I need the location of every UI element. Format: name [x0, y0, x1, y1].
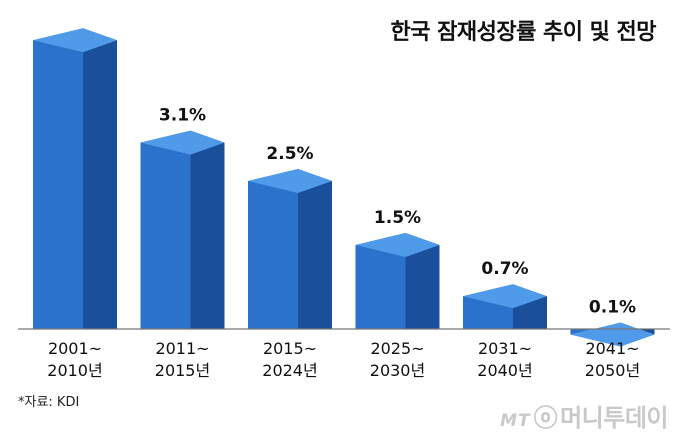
x-tick-label: 2025~: [370, 339, 424, 358]
brand-swirl-icon: ⓞ: [533, 404, 558, 432]
bar-top: [140, 130, 225, 155]
brand-mt: MT: [500, 411, 531, 431]
data-label: 0.1%: [589, 298, 636, 318]
data-label: 1.5%: [374, 208, 421, 228]
data-label: 2.5%: [266, 144, 313, 164]
chart-title: 한국 잠재성장률 추이 및 전망: [390, 20, 656, 45]
x-tick-label: 2001~: [48, 339, 102, 358]
x-tick-label: 2041~: [585, 339, 639, 358]
bar-side: [405, 233, 440, 329]
x-tick-label: 2024년: [262, 361, 317, 380]
bar-side: [298, 169, 332, 329]
data-label: 3.1%: [159, 106, 206, 126]
x-tick-label: 2031~: [478, 339, 532, 358]
x-tick-label: 2040년: [477, 361, 532, 380]
x-tick-label: 2011~: [155, 339, 209, 358]
data-label: 0.7%: [481, 259, 528, 279]
x-tick-label: 2010년: [47, 361, 102, 380]
bar-side: [190, 130, 225, 329]
bar-top: [248, 169, 332, 193]
brand-logo: MT ⓞ 머니투데이: [500, 398, 668, 433]
bar-front: [33, 28, 83, 329]
x-tick-label: 2015~: [263, 339, 317, 358]
bar-top: [33, 28, 117, 53]
x-tick-label: 2015년: [155, 361, 210, 380]
x-tick-label: 2050년: [585, 361, 640, 380]
bar-front: [140, 130, 191, 329]
bar-side: [83, 28, 117, 329]
brand-name: 머니투데이: [560, 404, 668, 432]
source-note: *자료: KDI: [18, 395, 80, 410]
bar-top: [463, 284, 547, 309]
x-tick-label: 2030년: [370, 361, 425, 380]
bar-front: [355, 233, 406, 329]
bar-top: [355, 233, 440, 257]
bar-front: [248, 169, 298, 329]
